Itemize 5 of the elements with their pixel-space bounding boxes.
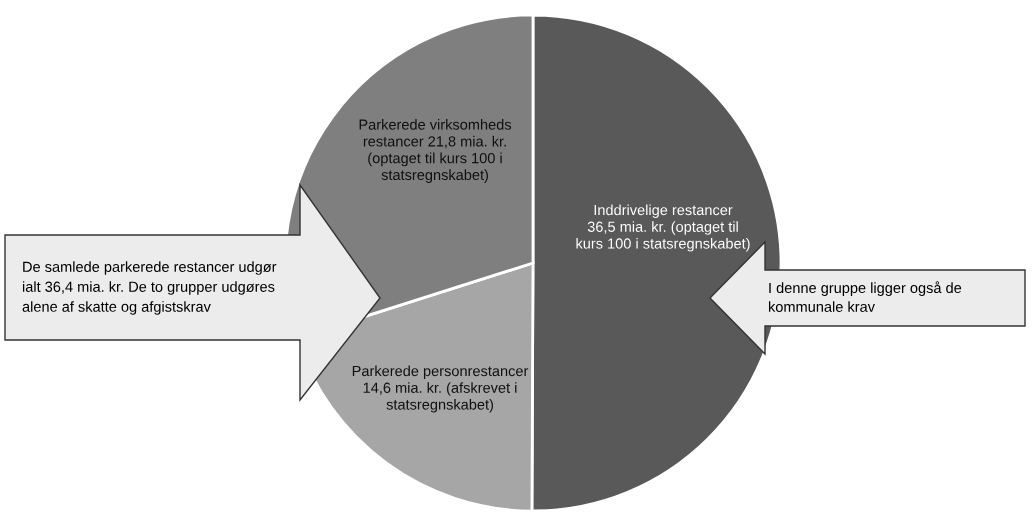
- text: I denne gruppe ligger også de kommunale krav: [768, 281, 962, 312]
- slice-label: Parkerede virksomheds restancer 21,8 mia. kr. (optaget til kurs 100 i statsregnskabet): [359, 119, 512, 183]
- slice-label: Inddrivelige restancer 36,5 mia. kr. (optaget til kurs 100 i statsregnskabet): [576, 204, 750, 252]
- text: De samlede parkerede restancer udgør ialt 36,4 mia. kr. De to grupper udgøres alene af skatte og afgistskrav: [22, 261, 277, 315]
- slice-label: Parkerede personrestancer 14,6 mia. kr. (afskrevet i statsregnskabet): [352, 365, 529, 413]
